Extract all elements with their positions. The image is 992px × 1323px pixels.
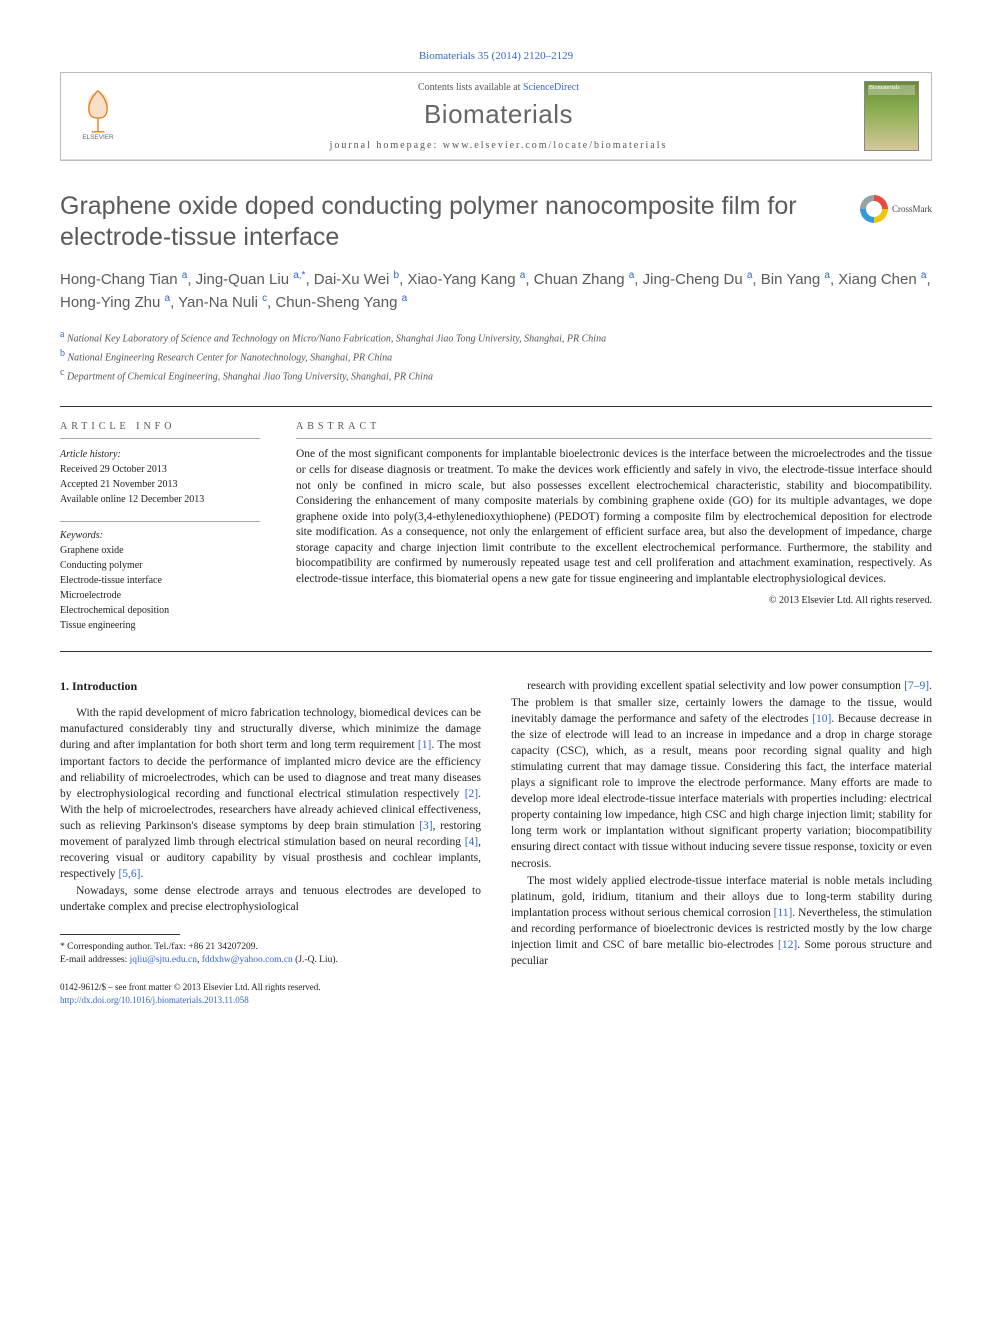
citation-ref[interactable]: [3]: [419, 820, 432, 832]
citation-ref[interactable]: [11]: [774, 907, 793, 919]
journal-name: Biomaterials: [133, 99, 864, 130]
history-label: Article history:: [60, 447, 260, 462]
citation-ref[interactable]: [1]: [418, 739, 431, 751]
article-title: Graphene oxide doped conducting polymer …: [60, 191, 840, 254]
svg-text:ELSEVIER: ELSEVIER: [82, 134, 114, 141]
keyword-item: Microelectrode: [60, 588, 260, 603]
citation-line: Biomaterials 35 (2014) 2120–2129: [60, 50, 932, 62]
body-text: 1. Introduction With the rapid developme…: [60, 678, 932, 1006]
crossmark-icon: [860, 195, 888, 223]
keyword-item: Electrode-tissue interface: [60, 573, 260, 588]
abstract-text: One of the most significant components f…: [296, 447, 932, 587]
journal-cover-thumbnail: Biomaterials: [864, 81, 919, 151]
intro-paragraph-2: Nowadays, some dense electrode arrays an…: [60, 883, 481, 915]
section-1-heading: 1. Introduction: [60, 678, 481, 695]
corr-tel: * Corresponding author. Tel./fax: +86 21…: [60, 941, 481, 954]
intro-paragraph-1: With the rapid development of micro fabr…: [60, 705, 481, 882]
online-date: Available online 12 December 2013: [60, 492, 260, 507]
elsevier-logo: ELSEVIER: [73, 86, 133, 146]
citation-ref[interactable]: [4]: [465, 836, 478, 848]
intro-paragraph-4: The most widely applied electrode-tissue…: [511, 873, 932, 970]
citation-ref[interactable]: [5,6]: [118, 868, 140, 880]
homepage-url[interactable]: www.elsevier.com/locate/biomaterials: [443, 140, 668, 151]
affiliations: a National Key Laboratory of Science and…: [60, 327, 932, 385]
citation-ref[interactable]: [7–9]: [904, 680, 929, 692]
abstract-block: ABSTRACT One of the most significant com…: [296, 421, 932, 633]
citation-ref[interactable]: [10]: [812, 713, 831, 725]
issn-copyright: 0142-9612/$ – see front matter © 2013 El…: [60, 981, 481, 1006]
corresponding-author: * Corresponding author. Tel./fax: +86 21…: [60, 941, 481, 968]
received-date: Received 29 October 2013: [60, 462, 260, 477]
keyword-item: Conducting polymer: [60, 558, 260, 573]
footnote-separator: [60, 934, 180, 935]
citation-ref[interactable]: [12]: [778, 939, 797, 951]
email-link-1[interactable]: jqliu@sjtu.edu.cn: [130, 955, 197, 965]
sciencedirect-link[interactable]: ScienceDirect: [523, 82, 579, 93]
journal-homepage: journal homepage: www.elsevier.com/locat…: [133, 140, 864, 151]
column-left: 1. Introduction With the rapid developme…: [60, 678, 481, 1006]
keyword-item: Electrochemical deposition: [60, 603, 260, 618]
copyright-line: © 2013 Elsevier Ltd. All rights reserved…: [296, 595, 932, 606]
doi-link[interactable]: http://dx.doi.org/10.1016/j.biomaterials…: [60, 994, 481, 1007]
keyword-item: Tissue engineering: [60, 618, 260, 633]
keywords-label: Keywords:: [60, 530, 260, 541]
column-right: research with providing excellent spatia…: [511, 678, 932, 1006]
intro-paragraph-3: research with providing excellent spatia…: [511, 678, 932, 871]
keyword-item: Graphene oxide: [60, 543, 260, 558]
author-list: Hong-Chang Tian a, Jing-Quan Liu a,*, Da…: [60, 268, 932, 315]
article-info-sidebar: ARTICLE INFO Article history: Received 2…: [60, 421, 260, 633]
journal-header: ELSEVIER Contents lists available at Sci…: [60, 72, 932, 161]
article-info-heading: ARTICLE INFO: [60, 421, 260, 439]
email-link-2[interactable]: fddxhw@yahoo.com.cn: [202, 955, 293, 965]
issn-line: 0142-9612/$ – see front matter © 2013 El…: [60, 981, 481, 994]
crossmark-badge[interactable]: CrossMark: [860, 195, 932, 223]
corr-emails: E-mail addresses: jqliu@sjtu.edu.cn, fdd…: [60, 954, 481, 967]
keywords-list: Graphene oxideConducting polymerElectrod…: [60, 543, 260, 633]
contents-available: Contents lists available at ScienceDirec…: [133, 82, 864, 93]
accepted-date: Accepted 21 November 2013: [60, 477, 260, 492]
crossmark-label: CrossMark: [892, 204, 932, 214]
abstract-heading: ABSTRACT: [296, 421, 932, 439]
citation-ref[interactable]: [2]: [465, 788, 478, 800]
